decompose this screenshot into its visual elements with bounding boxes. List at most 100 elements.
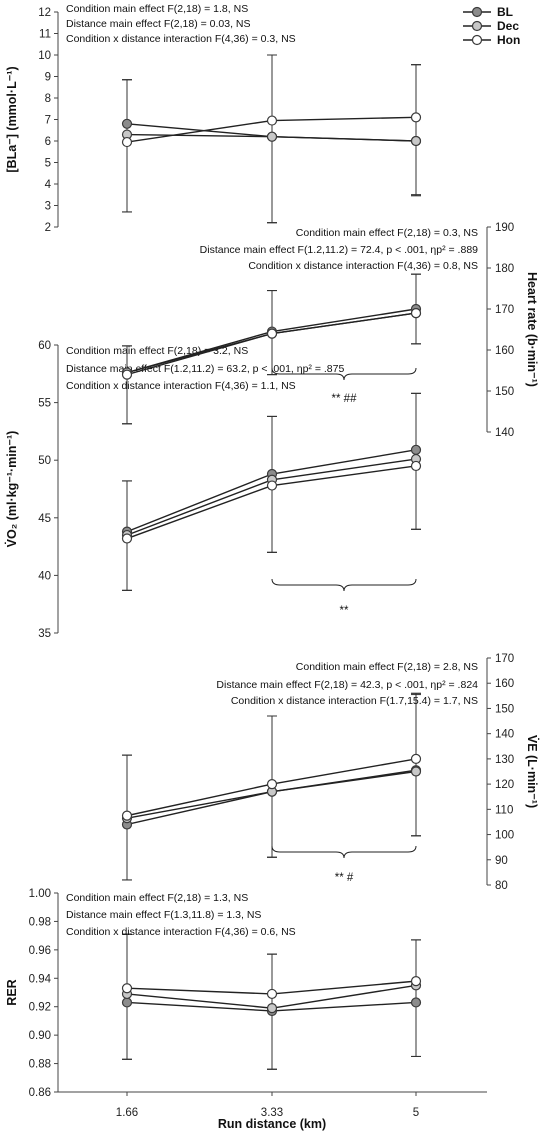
- y-tick-label: 5: [45, 158, 51, 170]
- y-tick-label: 120: [495, 779, 514, 791]
- y-tick-label: 100: [495, 830, 514, 842]
- stats-annotation: Condition main effect F(2,18) = 3.2, NS: [66, 345, 248, 357]
- panel-1: 140 150 160 170 180 190 Heart rate (b·min⁻¹) Co…: [121, 222, 539, 439]
- data-point-dec: [266, 131, 278, 142]
- y-tick-label: 0.88: [29, 1059, 51, 1071]
- y-tick-label: 4: [45, 179, 52, 191]
- legend-label: Dec: [497, 19, 519, 33]
- panel-2: 35 40 45 50 55 60 V̇O₂ (ml·kg⁻¹·min⁻¹) Conditio…: [4, 340, 422, 640]
- y-tick-label: 35: [38, 628, 51, 640]
- panel-0: 2 3 4 5 6 7 8 9 10 11 12 [BLa⁻] (mmol·L⁻¹) Condition…: [5, 3, 422, 234]
- y-tick-label: 0.96: [29, 945, 51, 957]
- data-point-hon: [121, 369, 133, 380]
- stats-annotation: Distance main effect F(2,18) = 42.3, p <…: [216, 679, 478, 691]
- data-point-hon: [121, 810, 133, 821]
- y-tick-label: 11: [39, 29, 51, 41]
- y-tick-label: 7: [45, 115, 51, 127]
- data-point-bl: [121, 118, 133, 129]
- y-tick-label: 150: [495, 386, 514, 398]
- y-tick-label: 40: [38, 570, 51, 582]
- y-tick-label: 90: [495, 855, 508, 867]
- data-point-hon: [121, 136, 133, 148]
- y-tick-label: 0.90: [29, 1030, 51, 1042]
- legend-marker-dec: [471, 20, 483, 32]
- y-axis-label: [BLa⁻] (mmol·L⁻¹): [5, 66, 19, 172]
- y-tick-label: 140: [495, 729, 514, 741]
- y-tick-label: 140: [495, 427, 514, 439]
- y-tick-label: 160: [495, 678, 514, 690]
- y-axis-label: V̇E (L·min⁻¹): [525, 735, 540, 808]
- y-tick-label: 6: [45, 136, 51, 148]
- legend-label: Hon: [497, 33, 520, 47]
- significance-brace: [271, 845, 417, 859]
- data-point-hon: [266, 988, 278, 1000]
- data-point-hon: [266, 779, 278, 790]
- significance-label: ** ##: [332, 393, 358, 405]
- x-tick-label: 3.33: [261, 1107, 283, 1119]
- y-tick-label: 110: [495, 804, 513, 816]
- y-tick-label: 160: [495, 345, 514, 357]
- data-point-hon: [266, 480, 278, 491]
- y-tick-label: 2: [45, 222, 51, 234]
- data-point-hon: [266, 115, 278, 126]
- y-tick-label: 12: [38, 7, 51, 19]
- y-tick-label: 150: [495, 703, 514, 715]
- y-tick-label: 50: [38, 455, 51, 467]
- y-tick-label: 190: [495, 222, 514, 234]
- significance-brace: [271, 578, 417, 592]
- stats-annotation: Condition main effect F(2,18) = 0.3, NS: [296, 227, 478, 239]
- data-point-dec: [266, 1003, 278, 1014]
- y-tick-label: 45: [38, 513, 51, 525]
- y-tick-label: 8: [45, 93, 51, 105]
- data-point-hon: [410, 976, 422, 987]
- data-point-bl: [410, 997, 422, 1008]
- legend-label: BL: [497, 5, 513, 19]
- y-tick-label: 3: [45, 201, 51, 213]
- x-tick-label: 1.66: [116, 1107, 138, 1119]
- data-point-hon: [121, 533, 133, 544]
- y-tick-label: 0.98: [29, 916, 51, 928]
- significance-label: ** #: [335, 872, 354, 884]
- data-point-hon: [121, 983, 133, 994]
- y-axis-label: Heart rate (b·min⁻¹): [525, 272, 539, 387]
- significance-label: **: [340, 605, 349, 617]
- stats-annotation: Condition x distance interaction F(4,36)…: [66, 380, 296, 392]
- data-point-dec: [410, 766, 422, 777]
- data-point-dec: [410, 135, 422, 147]
- y-tick-label: 180: [495, 263, 514, 275]
- y-tick-label: 1.00: [29, 888, 51, 900]
- stats-annotation: Condition x distance interaction F(4,36)…: [248, 260, 478, 272]
- legend-marker-hon: [471, 34, 483, 46]
- data-point-hon: [410, 112, 422, 123]
- y-tick-label: 55: [38, 398, 51, 410]
- y-axis-label: RER: [5, 979, 19, 1005]
- stats-annotation: Condition x distance interaction F(4,36)…: [66, 33, 296, 45]
- y-tick-label: 130: [495, 754, 514, 766]
- stats-annotation: Distance main effect F(1.2,11.2) = 63.2,…: [66, 363, 344, 375]
- y-tick-label: 0.94: [29, 973, 52, 985]
- y-tick-label: 0.86: [29, 1087, 51, 1099]
- y-axis-label: V̇O₂ (ml·kg⁻¹·min⁻¹): [4, 431, 19, 548]
- stats-annotation: Condition main effect F(2,18) = 1.8, NS: [66, 3, 248, 15]
- data-point-bl: [121, 997, 133, 1008]
- stats-annotation: Distance main effect F(1.2,11.2) = 72.4,…: [200, 244, 478, 256]
- y-tick-label: 0.92: [29, 1002, 51, 1014]
- stats-annotation: Condition x distance interaction F(1.7,1…: [231, 695, 478, 707]
- legend-marker-bl: [471, 6, 483, 18]
- x-tick-label: 5: [413, 1107, 419, 1119]
- panel-3: 80 90 100 110 120 130 140 150 160 170 V̇E (L·min⁻¹…: [121, 653, 540, 892]
- stats-annotation: Condition main effect F(2,18) = 1.3, NS: [66, 892, 248, 904]
- significance-brace: [271, 367, 417, 381]
- stats-annotation: Distance main effect F(2,18) = 0.03, NS: [66, 18, 251, 30]
- y-tick-label: 9: [45, 72, 51, 84]
- x-axis-label: Run distance (km): [218, 1117, 326, 1131]
- y-tick-label: 170: [495, 653, 514, 665]
- data-point-hon: [410, 308, 422, 319]
- data-point-hon: [410, 753, 422, 764]
- panel-4: 0.86 0.88 0.90 0.92 0.94 0.96 0.98 1.00 RER Condi…: [5, 888, 487, 1131]
- data-point-bl: [410, 444, 422, 455]
- stats-annotation: Condition main effect F(2,18) = 2.8, NS: [296, 661, 478, 673]
- stats-annotation: Condition x distance interaction F(4,36)…: [66, 926, 296, 938]
- stats-annotation: Distance main effect F(1.3,11.8) = 1.3, …: [66, 909, 261, 921]
